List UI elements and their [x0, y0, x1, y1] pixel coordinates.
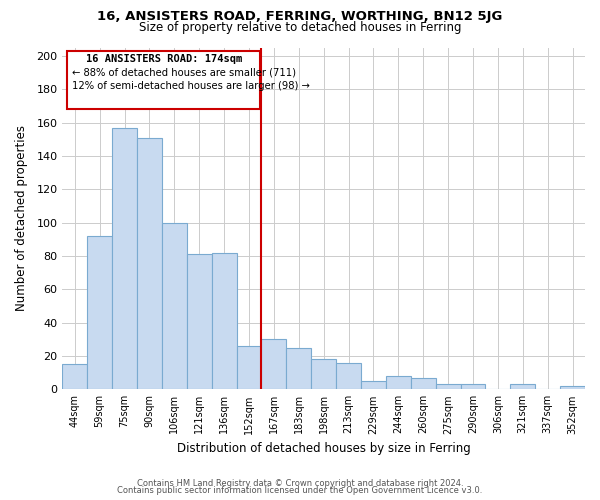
Bar [411, 378, 436, 390]
Bar [262, 340, 286, 390]
Bar [461, 384, 485, 390]
X-axis label: Distribution of detached houses by size in Ferring: Distribution of detached houses by size … [177, 442, 470, 455]
Bar [187, 254, 212, 390]
Bar [162, 222, 187, 390]
Bar [236, 346, 262, 390]
Bar [336, 362, 361, 390]
Y-axis label: Number of detached properties: Number of detached properties [15, 126, 28, 312]
Bar [62, 364, 87, 390]
Bar [212, 252, 236, 390]
FancyBboxPatch shape [67, 51, 260, 109]
Text: 16 ANSISTERS ROAD: 174sqm: 16 ANSISTERS ROAD: 174sqm [86, 54, 242, 64]
Bar [361, 381, 386, 390]
Text: ← 88% of detached houses are smaller (711): ← 88% of detached houses are smaller (71… [72, 68, 296, 78]
Bar [112, 128, 137, 390]
Bar [386, 376, 411, 390]
Text: Contains HM Land Registry data © Crown copyright and database right 2024.: Contains HM Land Registry data © Crown c… [137, 478, 463, 488]
Bar [311, 360, 336, 390]
Text: 12% of semi-detached houses are larger (98) →: 12% of semi-detached houses are larger (… [72, 81, 310, 91]
Bar [286, 348, 311, 390]
Bar [137, 138, 162, 390]
Bar [87, 236, 112, 390]
Text: 16, ANSISTERS ROAD, FERRING, WORTHING, BN12 5JG: 16, ANSISTERS ROAD, FERRING, WORTHING, B… [97, 10, 503, 23]
Bar [560, 386, 585, 390]
Text: Size of property relative to detached houses in Ferring: Size of property relative to detached ho… [139, 21, 461, 34]
Bar [436, 384, 461, 390]
Bar [511, 384, 535, 390]
Text: Contains public sector information licensed under the Open Government Licence v3: Contains public sector information licen… [118, 486, 482, 495]
